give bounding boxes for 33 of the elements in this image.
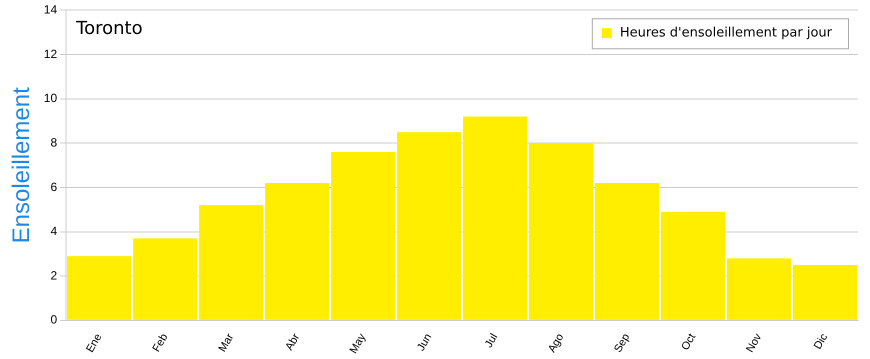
bar xyxy=(661,212,726,320)
y-tick-label: 2 xyxy=(50,268,58,282)
x-tick-label: Mar xyxy=(216,331,237,354)
x-tick-label: Jul xyxy=(482,332,500,350)
bar xyxy=(463,116,528,320)
y-tick-label: 4 xyxy=(50,224,58,238)
bar xyxy=(67,256,132,320)
y-tick-label: 14 xyxy=(44,2,58,17)
y-tick-label: 8 xyxy=(50,135,58,150)
y-tick-label: 10 xyxy=(44,91,58,106)
legend-label: Heures d'ensoleillement par jour xyxy=(620,26,833,41)
bar xyxy=(331,152,396,320)
bar xyxy=(595,183,660,320)
y-tick-label: 12 xyxy=(44,46,58,61)
y-axis-title: Ensoleillement xyxy=(8,86,36,244)
x-tick-label: Sep xyxy=(612,332,632,355)
bar xyxy=(397,132,462,320)
bar xyxy=(199,205,264,320)
bar xyxy=(793,265,858,320)
bar xyxy=(529,143,594,320)
x-tick-label: Feb xyxy=(150,332,170,354)
x-tick-label: Ago xyxy=(546,332,566,355)
x-tick-label: Ene xyxy=(84,332,104,355)
bar xyxy=(133,238,198,320)
x-tick-label: Jun xyxy=(415,332,434,354)
x-tick-label: Dic xyxy=(812,331,830,352)
y-tick-label: 6 xyxy=(50,180,58,194)
text: Toronto xyxy=(75,18,143,39)
x-tick-label: Abr xyxy=(283,331,302,353)
x-tick-label: Oct xyxy=(679,332,698,353)
bar xyxy=(727,258,792,320)
y-tick-label: 0 xyxy=(50,312,58,327)
bar xyxy=(265,183,330,320)
